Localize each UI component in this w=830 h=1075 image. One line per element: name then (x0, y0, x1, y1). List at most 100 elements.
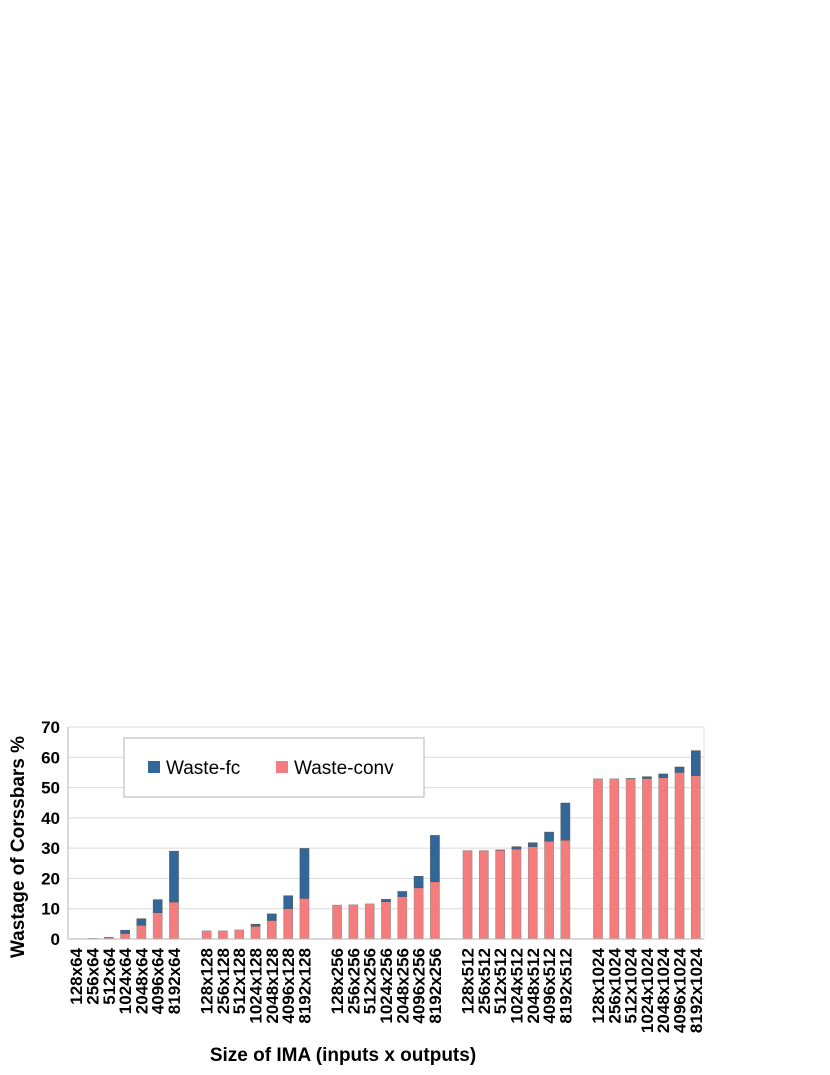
bar-waste-conv (332, 904, 342, 940)
x-tick-label: 8192x128 (295, 948, 314, 1024)
x-tick-label: 1024x256 (377, 948, 396, 1024)
bar-waste-conv (381, 901, 391, 940)
bar-waste-fc (544, 831, 554, 842)
bar-waste-conv (348, 904, 359, 940)
x-tick-label: 4096x64 (149, 947, 168, 1014)
x-tick-label: 2048x512 (524, 948, 543, 1024)
bar-waste-conv (625, 778, 636, 940)
bar-waste-conv (201, 930, 212, 940)
x-tick-label: 128x64 (67, 947, 86, 1004)
legend-label-waste-conv: Waste-conv (294, 758, 394, 779)
legend-swatch-waste-conv (276, 761, 288, 773)
bar-waste-fc (120, 929, 130, 934)
bar-waste-conv (136, 925, 147, 940)
bar-waste-fc (136, 918, 147, 926)
bar-waste-conv (413, 887, 424, 940)
x-tick-label: 512x512 (491, 948, 510, 1014)
x-tick-label: 128x128 (198, 948, 217, 1014)
legend-label-waste-fc: Waste-fc (166, 758, 240, 779)
y-tick-label: 70 (41, 718, 60, 737)
x-tick-label: 8192x64 (165, 947, 184, 1014)
x-tick-label: 4096x1024 (671, 947, 690, 1033)
bar-waste-fc (511, 846, 522, 850)
bar-waste-conv (152, 912, 163, 940)
bar-waste-fc (299, 848, 310, 899)
bar-waste-fc (413, 876, 424, 889)
x-tick-label: 256x128 (214, 948, 233, 1014)
x-tick-label: 128x256 (328, 948, 347, 1014)
x-tick-label: 2048x128 (263, 948, 282, 1024)
x-tick-label: 256x512 (475, 948, 494, 1014)
x-tick-label: 2048x64 (132, 947, 151, 1014)
bar-waste-conv (120, 933, 130, 940)
x-tick-label: 4096x128 (279, 948, 298, 1024)
x-tick-label: 2048x1024 (654, 947, 673, 1033)
bar-waste-fc (381, 899, 391, 902)
bar-waste-conv (462, 850, 473, 940)
legend: Waste-fc Waste-conv (123, 737, 425, 798)
y-tick-label: 20 (41, 869, 60, 888)
x-tick-label: 1024x1024 (638, 947, 657, 1033)
y-tick-labels: 0 10 20 30 40 50 60 70 (41, 718, 60, 949)
y-tick-label: 30 (41, 839, 60, 858)
bar-waste-conv (527, 846, 538, 940)
legend-swatch-waste-fc (148, 761, 160, 773)
x-tick-label: 8192x512 (556, 948, 575, 1024)
bar-waste-conv (397, 896, 408, 940)
x-tick-label: 128x512 (459, 948, 478, 1014)
bar-waste-conv (642, 778, 652, 940)
y-tick-label: 0 (51, 930, 60, 949)
bar-waste-fc (560, 802, 571, 841)
bar-waste-fc (691, 750, 701, 777)
bar-waste-conv (479, 850, 489, 940)
x-tick-label: 256x64 (83, 947, 102, 1004)
x-tick-label: 256x1024 (605, 947, 624, 1023)
bar-waste-fc (397, 891, 408, 897)
bar-waste-fc (527, 842, 538, 847)
bar-waste-conv (364, 903, 375, 940)
bar-waste-fc (642, 776, 652, 779)
bar-waste-conv (544, 840, 554, 940)
y-tick-label: 40 (41, 809, 60, 828)
y-tick-label: 10 (41, 900, 60, 919)
bar-waste-fc (658, 773, 669, 778)
bar-waste-fc (674, 766, 685, 773)
bar-waste-conv (658, 777, 669, 940)
x-tick-label: 4096x256 (410, 948, 429, 1024)
x-tick-label: 2048x256 (393, 948, 412, 1024)
bar-waste-fc (430, 835, 440, 883)
y-tick-label: 50 (41, 779, 60, 798)
bar-waste-conv (234, 929, 245, 940)
bars (71, 750, 701, 940)
x-tick-label: 128x1024 (589, 947, 608, 1023)
x-tick-label: 1024x128 (247, 948, 266, 1024)
x-axis-title: Size of IMA (inputs x outputs) (210, 1045, 476, 1066)
x-tick-label: 512x256 (361, 948, 380, 1014)
bar-waste-conv (218, 930, 228, 940)
bar-waste-conv (267, 920, 277, 940)
bar-waste-conv (674, 772, 685, 940)
bar-waste-fc (152, 899, 163, 913)
bar-waste-conv (609, 778, 620, 940)
x-tick-label: 512x1024 (622, 947, 641, 1023)
x-tick-label: 512x64 (100, 947, 119, 1004)
bar-waste-conv (511, 848, 522, 940)
y-axis-title: Wastage of Corssbars % (8, 736, 29, 958)
bar-waste-conv (430, 881, 440, 940)
bar-waste-conv (560, 840, 571, 940)
bar-waste-conv (250, 926, 261, 940)
bar-waste-conv (283, 908, 293, 940)
x-tick-label: 4096x512 (540, 948, 559, 1024)
legend-box (123, 737, 425, 798)
bar-waste-conv (495, 850, 505, 940)
x-tick-label: 1024x512 (507, 948, 526, 1024)
x-category-labels: 128x64256x64512x641024x642048x644096x648… (67, 947, 706, 1033)
x-tick-label: 1024x64 (116, 947, 135, 1014)
bar-waste-conv (169, 901, 179, 940)
axes (67, 727, 705, 940)
x-tick-label: 256x256 (344, 948, 363, 1014)
bar-waste-conv (593, 778, 603, 940)
bar-waste-fc (283, 895, 293, 909)
y-tick-label: 60 (41, 748, 60, 767)
